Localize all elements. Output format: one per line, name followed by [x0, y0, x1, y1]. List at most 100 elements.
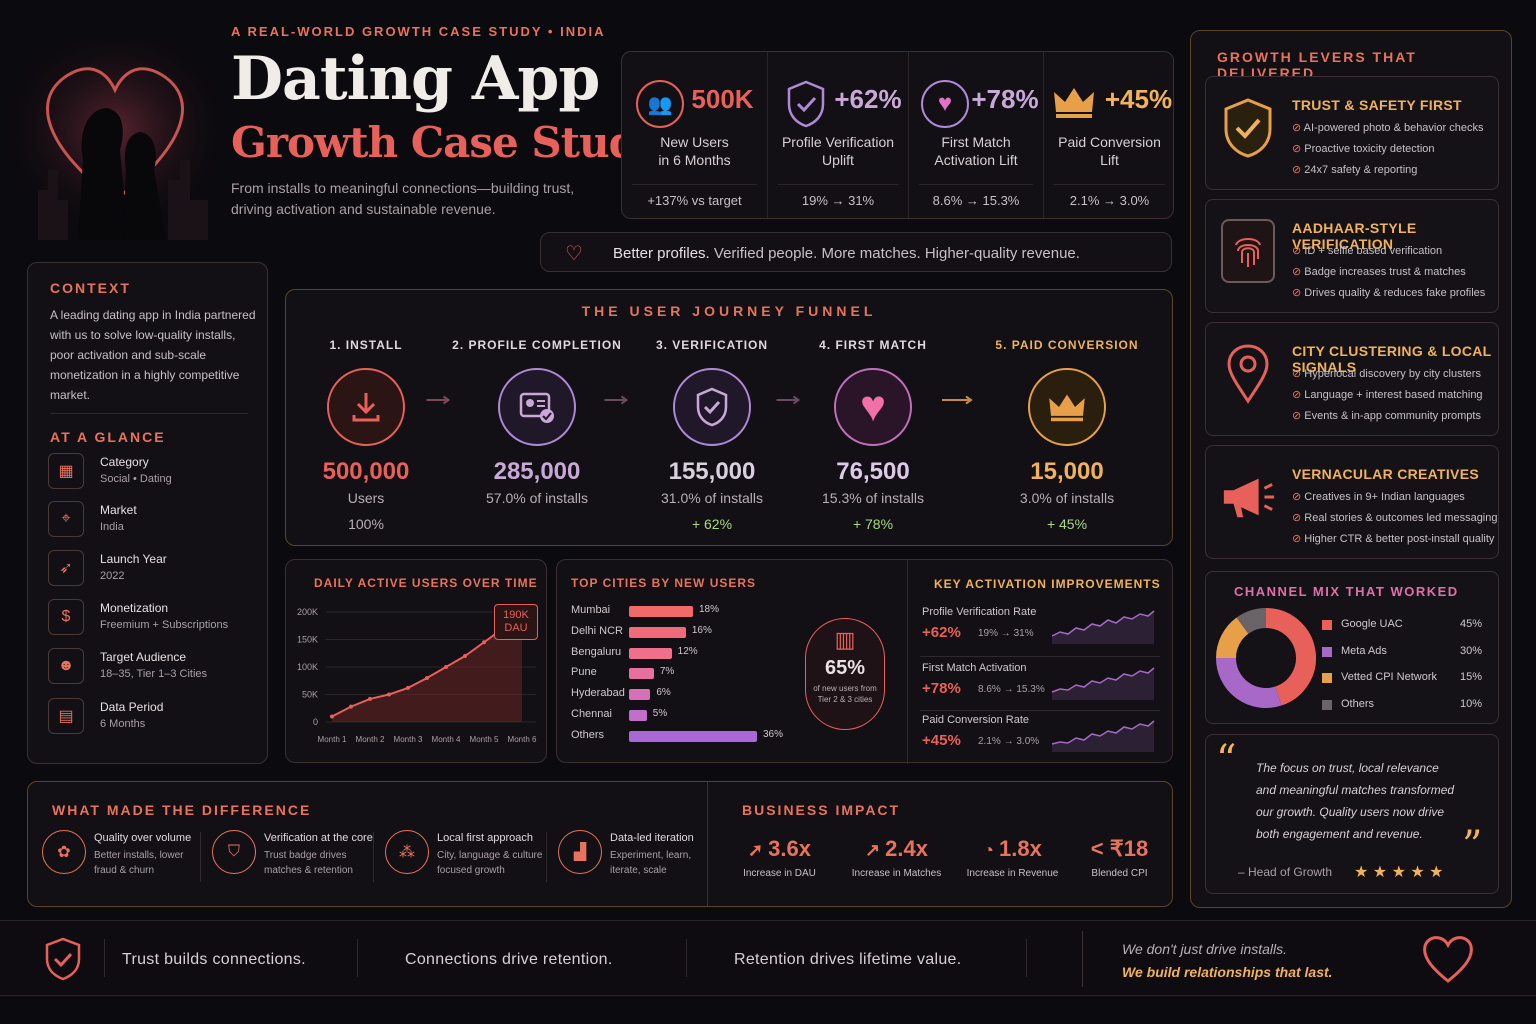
difference-head: Verification at the core — [264, 832, 373, 844]
difference-item: ▟ Data-led iteration Experiment, learn, ite… — [558, 826, 728, 876]
page-title: Dating App — [231, 44, 600, 114]
page-subtitle: Growth Case Study — [231, 118, 661, 167]
activation-lift: +45% — [922, 732, 961, 749]
lever-head: TRUST & SAFETY FIRST — [1292, 97, 1462, 113]
stat-label: Paid Conversion Lift — [1058, 134, 1161, 168]
activation-lift: +62% — [922, 624, 961, 641]
divider — [707, 782, 708, 906]
dau-point — [349, 704, 353, 709]
y-tick-label: 200K — [297, 607, 318, 617]
difference-item: ✿ Quality over volume Better installs, low… — [42, 826, 212, 876]
city-label: Bengaluru — [571, 645, 622, 658]
growth-arrow-icon: ➚ — [748, 840, 769, 860]
crown-icon — [1028, 368, 1106, 446]
city-bar — [629, 668, 654, 680]
glance-key: Data Period — [100, 700, 164, 714]
tagline-text: Better profiles. Verified people. More m… — [613, 245, 1080, 262]
dau-point — [463, 654, 467, 658]
hero-description-line1: From installs to meaningful connections—… — [231, 180, 575, 196]
city-label: Pune — [571, 666, 597, 679]
y-tick-label: 100K — [297, 662, 318, 672]
city-row: Delhi NCR 16% — [571, 625, 791, 641]
legend-label: Meta Ads — [1341, 644, 1387, 657]
hero-description-line2: driving activation and sustainable reven… — [231, 201, 496, 217]
step-value: 500,000 — [322, 458, 410, 485]
footer-text-1: Trust builds connections. — [122, 951, 306, 968]
funnel-arrow — [776, 395, 801, 405]
funnel-arrow — [604, 395, 629, 405]
step-sub: 15.3% of installs — [822, 490, 924, 506]
difference-head: Data-led iteration — [610, 832, 694, 844]
activation-row: Profile Verification Rate +62% 19% → 31% — [920, 600, 1160, 654]
glance-value: 2022 — [100, 570, 125, 582]
glance-value: Social • Dating — [100, 473, 172, 485]
callout-text: of new users from — [813, 684, 877, 693]
funnel-step-paid-conversion: 5. PAID CONVERSION 15,000 3.0% of instal… — [982, 338, 1152, 532]
city-row: Others 36% — [571, 729, 791, 745]
shield-check-icon — [1220, 95, 1276, 161]
step-title: 2. PROFILE COMPLETION — [452, 338, 622, 352]
footer-text-2: Connections drive retention. — [405, 951, 613, 968]
sparkline — [1051, 610, 1155, 644]
glance-item-category: ▦ Category Social • Dating — [48, 453, 248, 493]
heart-outline-icon: ♡ — [565, 243, 583, 265]
activation-range: 2.1% → 3.0% — [978, 736, 1040, 747]
stat-value: +78% — [971, 84, 1039, 114]
glance-value: Freemium + Subscriptions — [100, 619, 229, 631]
bottom-panel: WHAT MADE THE DIFFERENCE ✿ Quality over v… — [27, 781, 1173, 907]
glance-item-monetization: $ Monetization Freemium + Subscriptions — [48, 599, 248, 639]
city-label: Delhi NCR — [571, 624, 623, 637]
impact-label: Increase in Revenue — [966, 868, 1059, 879]
city-pct-label: 12% — [677, 645, 698, 657]
activation-panel: KEY ACTIVATION IMPROVEMENTS Profile Veri… — [907, 560, 1173, 764]
trend-icon: ↗ — [865, 840, 886, 860]
difference-desc: Experiment, learn, iterate, scale — [610, 850, 692, 876]
funnel-step-profile-completion: 2. PROFILE COMPLETION 285,000 57.0% of i… — [452, 338, 622, 506]
heart-icon: ♥ — [834, 368, 912, 446]
city-row: Chennai 5% — [571, 708, 791, 724]
step-value: 285,000 — [493, 458, 581, 485]
donut-slice — [1216, 657, 1282, 708]
footer-bar: Trust builds connections. Connections dr… — [0, 920, 1536, 996]
glance-key: Monetization — [100, 601, 169, 615]
city-bar — [629, 730, 757, 742]
stat-label: First Match Activation Lift — [934, 134, 1018, 168]
glance-value: India — [100, 521, 124, 533]
footer-quote-2: We build relationships that last. — [1122, 964, 1333, 980]
stat-foot: 8.6% → 15.3% — [919, 184, 1033, 208]
calendar-icon: ▤ — [48, 698, 84, 734]
open-quote-icon: “ — [1216, 737, 1237, 783]
legend-pct: 15% — [1459, 671, 1482, 683]
lever-vernacular-creatives: VERNACULAR CREATIVES Creatives in 9+ Ind… — [1205, 445, 1499, 559]
stat-verification: +62% Profile Verification Uplift 19% → 31… — [768, 52, 909, 218]
glance-title: AT A GLANCE — [50, 429, 166, 445]
stat-label: Profile Verification Uplift — [781, 134, 895, 168]
stat-first-match: ♥ +78% First Match Activation Lift 8.6% →… — [909, 52, 1044, 218]
difference-title: WHAT MADE THE DIFFERENCE — [52, 802, 312, 818]
glance-key: Target Audience — [100, 650, 187, 664]
dau-point — [406, 685, 410, 690]
impact-item: ➚ 3.6x Increase in DAU — [722, 836, 837, 879]
glance-key: Category — [100, 455, 149, 469]
download-icon — [327, 368, 405, 446]
shield-check-icon — [673, 368, 751, 446]
city-row: Mumbai 18% — [571, 604, 791, 620]
close-quote-icon: ” — [1462, 823, 1483, 869]
dau-chart-title: DAILY ACTIVE USERS OVER TIME — [314, 576, 538, 590]
city-label: Hyderabad — [571, 687, 625, 700]
location-pin-icon — [1220, 341, 1276, 407]
difference-item: ⁂ Local first approach City, language & cu… — [385, 826, 555, 876]
dau-point — [368, 696, 372, 701]
funnel-step-verification: 3. VERIFICATION 155,000 31.0% of install… — [627, 338, 797, 532]
dau-point — [482, 640, 486, 645]
legend-swatch — [1322, 646, 1332, 657]
stat-label: New Users in 6 Months — [658, 134, 731, 168]
channel-donut-chart — [1216, 608, 1316, 708]
activation-range: 8.6% → 15.3% — [978, 684, 1045, 695]
divider — [200, 832, 201, 882]
callout-value: 65% — [824, 657, 866, 679]
x-tick-label: Month 2 — [356, 735, 385, 744]
legend-swatch — [1322, 673, 1332, 683]
city-row: Pune 7% — [571, 666, 791, 682]
difference-desc: Better installs, lower fraud & churn — [94, 850, 184, 876]
